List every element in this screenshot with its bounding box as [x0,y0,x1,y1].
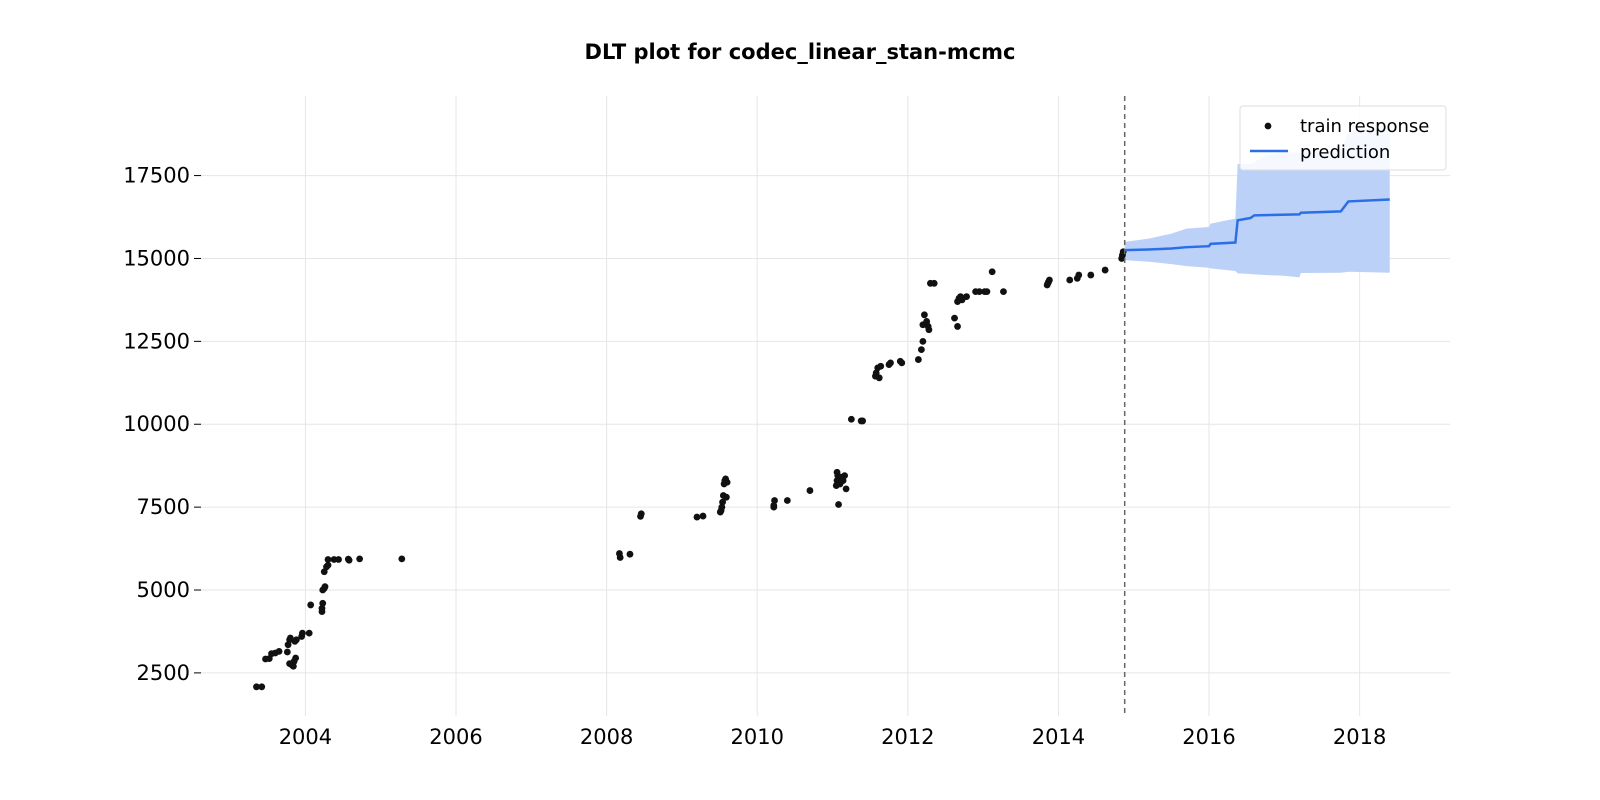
train-response-point [898,359,906,367]
x-tick-label: 2010 [731,725,784,749]
y-tick-label: 10000 [123,412,190,436]
train-response-point [335,556,342,563]
x-tick-label: 2004 [279,725,332,749]
train-response-point [1066,276,1074,284]
train-response-point [324,561,332,569]
train-response-point [305,629,313,637]
train-response-point [806,487,814,494]
train-response-point [983,288,991,296]
y-tick-label: 2500 [137,661,190,685]
train-response-point [1087,271,1095,279]
legend-prediction-label: prediction [1300,142,1390,163]
y-tick-label: 5000 [137,578,190,602]
train-response-point [356,555,364,563]
y-tick-label: 7500 [137,495,190,519]
train-response-point [770,502,778,509]
x-tick-label: 2012 [881,725,934,749]
x-tick-label: 2016 [1182,725,1235,749]
train-response-point [722,493,730,501]
train-response-point [345,556,353,564]
train-response-point [835,501,842,508]
train-response-point [275,647,283,655]
train-response-point [1045,276,1053,284]
train-response-point [626,550,634,558]
train-response-point [920,311,928,319]
train-response-point [319,599,327,607]
train-response-point [914,356,922,363]
train-response-point [1000,288,1007,296]
train-response-point [975,288,983,296]
train-response-point [299,629,306,637]
y-tick-label: 17500 [123,164,190,188]
train-response-point [289,662,297,670]
prediction-line [1124,198,1390,252]
train-response-point [930,279,938,287]
train-response-point [887,359,894,367]
y-tick-label: 12500 [123,329,190,353]
train-response-point [919,337,927,345]
train-response-point [699,512,707,520]
y-tick-label: 15000 [123,246,190,270]
train-response-point [693,513,701,521]
x-tick-label: 2006 [429,725,482,749]
train-response-point [292,654,300,662]
train-response-point [307,601,315,609]
train-response-point [988,268,996,276]
x-tick-label: 2014 [1032,725,1085,749]
train-response-point [616,554,624,561]
train-response-point [723,478,731,486]
legend-train-marker [1264,122,1272,130]
train-response-point [963,293,970,300]
train-response-point [321,583,329,591]
train-response-point [917,346,925,354]
legend-box [1239,105,1447,171]
train-response-point [951,314,958,322]
train-response-point [847,415,855,423]
train-response-point [253,683,260,691]
train-response-points [253,248,1127,691]
train-response-point [318,604,326,612]
train-response-point [718,503,726,511]
train-response-point [925,326,933,334]
train-response-point [258,683,266,691]
train-response-point [324,556,332,563]
x-axis: 2004 2006 2008 2010 2012 2014 2016 2018 [279,725,1387,749]
y-axis: 2500 5000 7500 10000 12500 15000 17500 [123,164,201,685]
train-response-point [842,485,850,493]
train-response-point [719,498,726,506]
train-response-point [398,555,406,563]
train-response-point [292,636,300,644]
train-response-point [877,362,885,370]
legend: train response prediction [1239,105,1447,171]
train-response-point [1075,271,1083,279]
legend-train-label: train response [1300,116,1429,137]
train-response-point [283,648,291,656]
train-response-point [637,510,645,518]
chart-title: DLT plot for codec_linear_stan-mcmc [584,40,1016,64]
train-response-point [859,417,867,425]
x-tick-label: 2018 [1333,725,1386,749]
x-tick-label: 2008 [580,725,633,749]
train-response-point [1101,266,1109,274]
train-response-point [783,497,791,504]
train-response-point [841,472,848,480]
prediction-line-group [1124,198,1390,252]
train-response-point [771,497,778,504]
train-response-point [954,323,961,330]
train-response-point [875,374,883,382]
